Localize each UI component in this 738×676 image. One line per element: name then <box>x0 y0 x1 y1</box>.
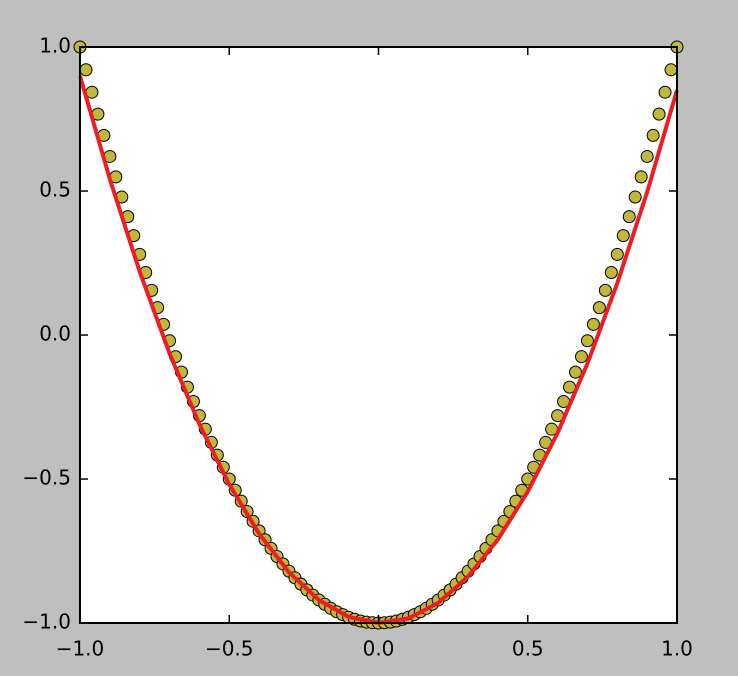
y-tick-label: 0.0 <box>39 322 71 346</box>
x-tick-label: −1.0 <box>56 637 105 661</box>
x-tick-label: 1.0 <box>661 637 693 661</box>
y-tick-label: 0.5 <box>39 178 71 202</box>
data-point <box>79 63 93 77</box>
data-point <box>580 334 594 348</box>
data-point <box>592 301 606 315</box>
data-point <box>569 365 583 379</box>
y-tick-label: −1.0 <box>22 610 71 634</box>
data-point <box>586 317 600 331</box>
data-point <box>658 85 672 99</box>
x-tick-label: 0.0 <box>363 637 395 661</box>
data-point <box>628 190 642 204</box>
data-point <box>640 149 654 163</box>
data-point <box>664 63 678 77</box>
plot-area <box>80 47 677 623</box>
data-point <box>652 107 666 121</box>
x-tick-label: −0.5 <box>205 637 254 661</box>
data-point <box>634 170 648 184</box>
y-tick-label: −0.5 <box>22 466 71 490</box>
data-point <box>622 210 636 224</box>
data-point <box>574 350 588 364</box>
y-tick-label: 1.0 <box>39 34 71 58</box>
data-point <box>604 266 618 280</box>
data-point <box>598 283 612 297</box>
x-tick-label: 0.5 <box>512 637 544 661</box>
data-point <box>646 128 660 142</box>
data-point <box>610 247 624 261</box>
data-point <box>616 229 630 243</box>
